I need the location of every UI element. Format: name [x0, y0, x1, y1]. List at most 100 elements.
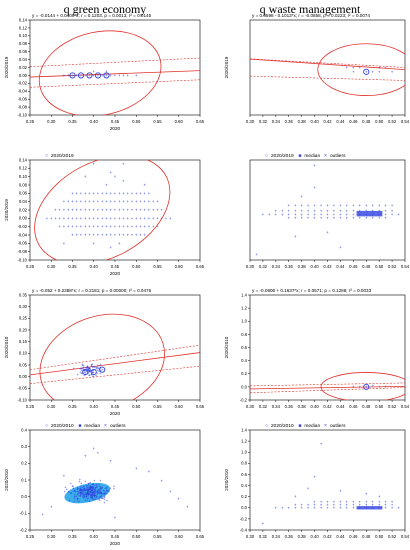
plot-frame [249, 294, 406, 401]
legend-label: 2020/2019 [271, 153, 294, 159]
data-point: + [378, 203, 381, 208]
data-point: + [97, 366, 100, 371]
data-point: + [93, 364, 96, 369]
y-tick-label: -0.08 [17, 249, 27, 254]
data-point: + [326, 208, 329, 213]
data-point: + [352, 216, 355, 221]
data-point: + [104, 490, 107, 495]
data-point: + [87, 486, 90, 491]
data-point: + [80, 224, 83, 229]
data-point: + [75, 208, 78, 213]
data-point: + [101, 216, 104, 221]
data-point: + [378, 65, 381, 70]
data-point: + [79, 490, 82, 495]
data-point: + [91, 484, 94, 489]
confidence-band [30, 57, 200, 68]
data-point: + [80, 490, 83, 495]
data-point: + [88, 491, 91, 496]
legend-label: median [304, 423, 320, 429]
data-point: + [313, 500, 316, 505]
data-point: + [97, 451, 100, 456]
data-point: + [87, 364, 90, 369]
data-point: + [80, 481, 83, 486]
data-point: + [88, 73, 91, 78]
data-point: + [79, 487, 82, 492]
data-point: + [99, 491, 102, 496]
data-point: + [89, 484, 92, 489]
data-point: + [92, 485, 95, 490]
y-tick-label: 0.04 [19, 199, 28, 204]
data-point: + [109, 191, 112, 196]
data-point: + [281, 505, 284, 510]
data-point: + [95, 495, 98, 500]
data-point: + [82, 487, 85, 492]
y-tick-label: -0.1 [20, 511, 28, 516]
data-point: + [101, 233, 104, 238]
x-tick-label: 0.48 [362, 534, 371, 539]
chart-b3: 0.30 0.32 0.34 0.36 0.38 0.40 0.42 0.44 0.46 0.48… [224, 288, 410, 409]
data-point: + [300, 505, 303, 510]
data-point: + [275, 505, 278, 510]
data-point: + [92, 488, 95, 493]
data-point: + [139, 233, 142, 238]
data-point: + [92, 489, 95, 494]
data-point: + [109, 208, 112, 213]
y-tick-label: 0.2 [21, 461, 27, 466]
data-point: + [103, 500, 106, 505]
data-point: + [92, 373, 95, 378]
x-tick-label: 0.40 [90, 119, 99, 124]
data-point: + [95, 493, 98, 498]
data-point: + [87, 490, 90, 495]
data-point: + [384, 203, 387, 208]
data-point: + [326, 212, 329, 217]
data-point: + [85, 488, 88, 493]
confidence-band [250, 58, 405, 68]
data-point: + [79, 490, 82, 495]
plot-content: + + + + + + [250, 372, 405, 400]
data-point: + [86, 367, 89, 372]
data-point: + [97, 496, 100, 501]
regression-equation: y = -0.0806 + 0.1637*x; r = 0.0571; p = … [252, 288, 372, 293]
data-point: + [365, 500, 368, 505]
data-point: + [333, 216, 336, 221]
data-point: + [156, 216, 159, 221]
data-point: + [86, 491, 89, 496]
data-point: + [97, 73, 100, 78]
x-tick-label: 0.36 [285, 264, 294, 269]
data-point: + [77, 497, 80, 502]
data-point: + [78, 487, 81, 492]
x-axis-label: 2020 [110, 541, 121, 546]
x-tick-label: 0.32 [259, 264, 268, 269]
data-point: + [72, 365, 75, 370]
data-point: + [88, 370, 91, 375]
data-point: + [92, 497, 95, 502]
data-point: + [287, 505, 290, 510]
data-point: + [94, 485, 97, 490]
data-point: + [92, 191, 95, 196]
data-point: + [156, 208, 159, 213]
data-point: + [87, 490, 90, 495]
x-tick-label: 0.42 [323, 119, 332, 124]
data-point: + [75, 191, 78, 196]
data-point: + [92, 364, 95, 369]
data-point: + [83, 494, 86, 499]
data-point: + [95, 367, 98, 372]
data-point: + [74, 492, 77, 497]
x-tick-label: 0.30 [47, 119, 56, 124]
y-tick-label: 0.0 [241, 505, 247, 510]
data-point: + [300, 212, 303, 217]
data-point: + [148, 216, 151, 221]
x-tick-label: 0.30 [246, 119, 255, 124]
data-point: + [82, 368, 85, 373]
data-point: + [90, 486, 93, 491]
y-axis-label: 2020/2019 [4, 56, 9, 78]
data-point: + [88, 368, 91, 373]
x-axis-label: 2020 [110, 126, 121, 131]
data-point: + [358, 384, 361, 389]
data-point: + [346, 65, 349, 70]
data-point: + [88, 199, 91, 204]
data-point: + [109, 170, 112, 175]
data-point: + [365, 384, 368, 389]
data-point: + [76, 487, 79, 492]
data-point: + [371, 384, 374, 389]
